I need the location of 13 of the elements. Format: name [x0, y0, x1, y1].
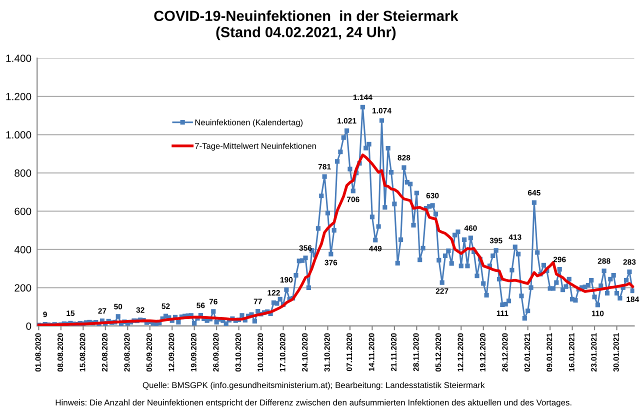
- y-tick-label: 600: [14, 208, 32, 216]
- legend-label: Neuinfektionen (Kalendertag): [195, 119, 303, 127]
- y-tick-label: 1.000: [6, 131, 32, 139]
- y-tick-label: 400: [14, 246, 32, 254]
- y-tick-label: 1.400: [6, 54, 32, 62]
- y-tick-label: 1.200: [6, 92, 32, 100]
- chart-title: COVID-19-Neuinfektionen in der Steiermark (Stand 04.02.2021, 24 Uhr): [154, 10, 458, 40]
- text: Hinweis: Die Anzahl der Neuinfektionen entspricht der Differenz zwischen den aufsummierten Infektionen des aktuellen und des Vortages.: [56, 399, 572, 408]
- source-note: Quelle: BMSGPK (info.gesundheitsministerium.at); Bearbeitung: Landesstatistik Steiermark: [142, 382, 485, 390]
- legend-label: 7-Tage-Mittelwert Neuinfektionen: [195, 142, 316, 151]
- y-tick-label: 0: [26, 322, 32, 330]
- y-tick-label: 800: [14, 169, 32, 177]
- y-tick-label: 200: [14, 284, 32, 292]
